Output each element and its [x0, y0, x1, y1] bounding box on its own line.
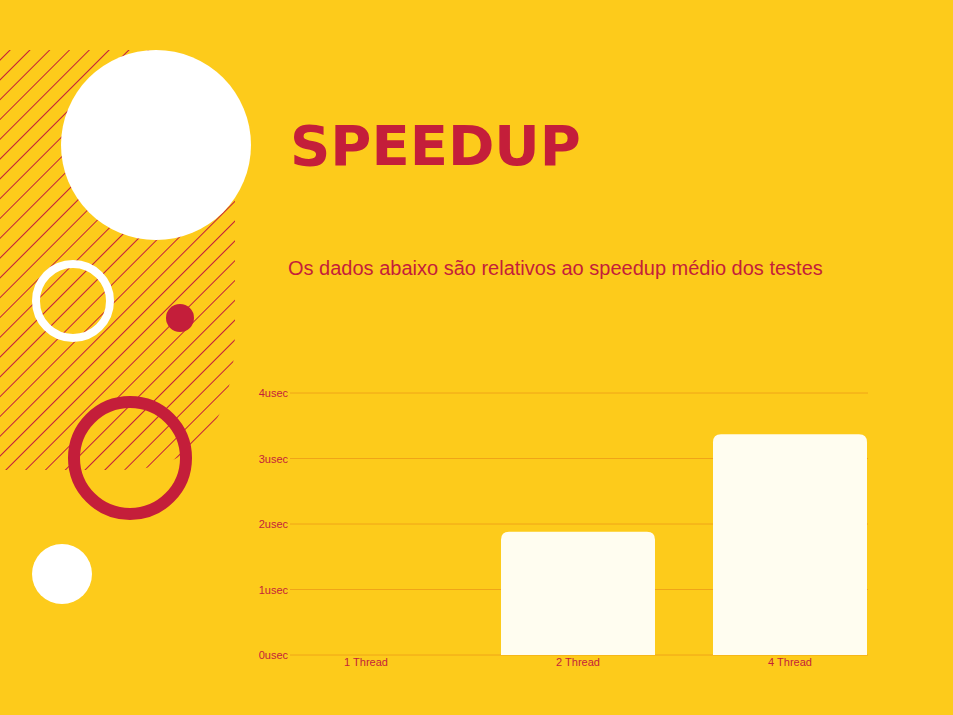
x-tick-label: 4 Thread: [768, 656, 812, 668]
bar: [289, 655, 443, 656]
deco-ring: [74, 402, 186, 514]
title: SPEEDUP: [290, 113, 581, 178]
x-tick-label: 1 Thread: [344, 656, 388, 668]
grid-line: [290, 393, 868, 394]
bar: [713, 434, 867, 655]
deco-circle: [61, 50, 251, 240]
y-tick-label: 0usec: [259, 649, 289, 661]
y-tick-label: 1usec: [259, 584, 289, 596]
x-tick-label: 2 Thread: [556, 656, 600, 668]
deco-dot: [166, 304, 194, 332]
deco-circle: [32, 544, 92, 604]
subtitle: Os dados abaixo são relativos ao speedup…: [288, 257, 823, 279]
y-tick-label: 2usec: [259, 518, 289, 530]
chart: SPEEDUP Os dados abaixo são relativos ao …: [0, 0, 953, 715]
bars: [289, 434, 867, 655]
y-tick-label: 4usec: [259, 387, 289, 399]
deco-ring: [36, 264, 110, 338]
background: [0, 0, 953, 715]
y-tick-label: 3usec: [259, 453, 289, 465]
bar: [501, 532, 655, 655]
